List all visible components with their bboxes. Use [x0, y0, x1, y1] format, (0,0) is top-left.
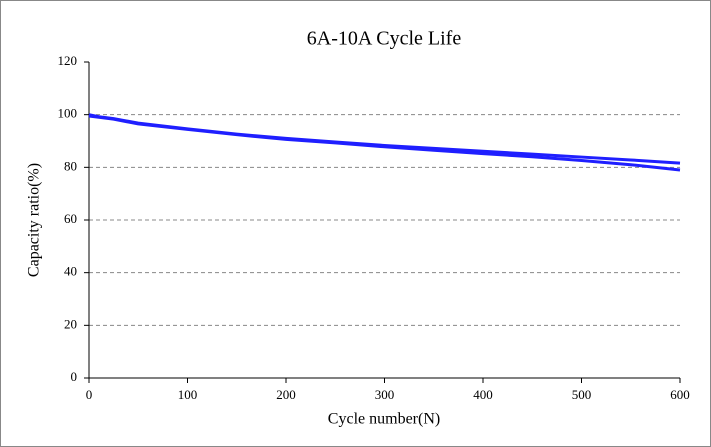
x-tick-label: 0 — [86, 387, 93, 402]
y-tick-label: 100 — [58, 106, 78, 121]
y-tick-label: 120 — [58, 53, 78, 68]
y-tick-label: 0 — [71, 369, 78, 384]
y-tick-label: 20 — [64, 316, 77, 331]
x-tick-label: 300 — [375, 387, 395, 402]
y-axis-label: Capacity ratio(%) — [26, 163, 43, 277]
y-tick-label: 80 — [64, 158, 77, 173]
x-tick-label: 200 — [276, 387, 296, 402]
x-tick-label: 400 — [473, 387, 493, 402]
x-tick-label: 600 — [670, 387, 690, 402]
series-line — [88, 114, 681, 172]
x-tick-label: 100 — [178, 387, 198, 402]
x-axis-label: Cycle number(N) — [328, 411, 440, 428]
chart-title: 6A-10A Cycle Life — [307, 28, 462, 50]
y-tick-label: 60 — [64, 211, 77, 226]
y-tick-label: 40 — [64, 264, 77, 279]
x-tick-label: 500 — [572, 387, 592, 402]
